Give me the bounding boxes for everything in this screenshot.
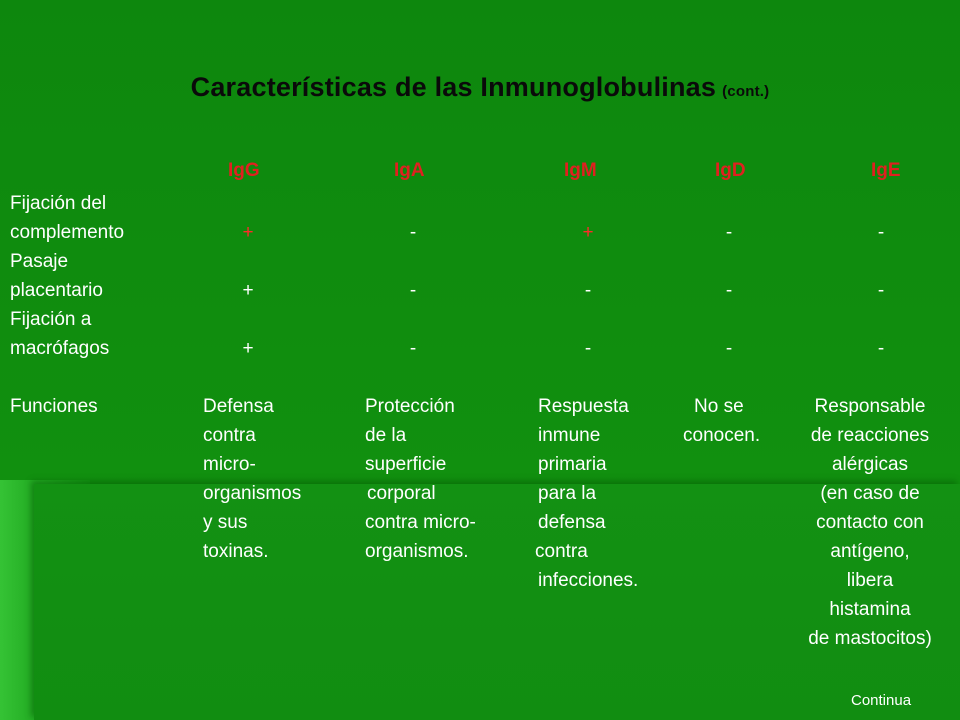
funciones-line: micro- [203,454,256,475]
funciones-line: para la [538,483,597,504]
funciones-igg: Defensa contra micro- organismos y sus t… [203,392,301,566]
funciones-line: infecciones. [538,570,639,591]
funciones-line: libera [846,570,894,591]
cell-placentario-ige: - [877,280,885,301]
cell-placentario-igd: - [725,280,733,301]
column-header-iga: IgA [394,160,425,181]
funciones-line: alérgicas [831,454,909,475]
title-suffix: (cont.) [722,83,770,100]
funciones-line: Protección [365,396,455,417]
funciones-line: conocen. [683,425,761,446]
cell-macrofagos-ige: - [877,338,885,359]
funciones-line: antígeno, [830,541,910,562]
cell-complemento-ige: - [877,222,885,243]
funciones-line: Defensa [203,396,274,417]
cell-macrofagos-igm: - [584,338,592,359]
cell-macrofagos-iga: - [409,338,417,359]
slide-title: Características de las Inmunoglobulinas (… [0,72,960,103]
row-label-line: placentario [10,280,103,301]
row-label-line: complemento [10,222,125,243]
funciones-line: (en caso de [820,483,920,504]
row-label-placentario: Pasaje placentario [10,247,103,305]
column-header-igg: IgG [228,160,260,181]
row-label-funciones: Funciones [10,396,98,417]
continue-link[interactable]: Continua [851,692,912,709]
funciones-line: inmune [538,425,601,446]
funciones-line: histamina [829,599,911,620]
cell-complemento-igm: + [582,222,594,243]
funciones-line: organismos [203,483,302,504]
funciones-line: corporal [367,483,436,504]
column-header-ige: IgE [871,160,901,181]
funciones-iga: Protección de la superficie corporal con… [365,392,476,566]
funciones-line: de reacciones [810,425,930,446]
funciones-line: contra [535,541,588,562]
cell-complemento-iga: - [409,222,417,243]
funciones-line: toxinas. [203,541,269,562]
cell-macrofagos-igd: - [725,338,733,359]
column-header-igm: IgM [564,160,597,181]
funciones-line: de la [365,425,407,446]
cell-placentario-igm: - [584,280,592,301]
cell-complemento-igd: - [725,222,733,243]
row-label-line: Fijación del [10,193,107,214]
row-label-line: Pasaje [10,251,69,272]
funciones-line: primaria [538,454,607,475]
row-label-complemento: Fijación del complemento [10,189,124,247]
funciones-line: contra micro- [365,512,476,533]
funciones-igd: No se conocen. [683,392,760,450]
funciones-igm: Respuesta inmune primaria para la defens… [535,392,639,595]
slide-lower-panel [34,484,960,720]
slide-top-band [0,0,960,484]
cell-placentario-igg: + [242,280,254,301]
title-main: Características de las Inmunoglobulinas [190,72,717,102]
cell-placentario-iga: - [409,280,417,301]
funciones-line: de mastocitos) [808,628,932,649]
column-header-igd: IgD [715,160,746,181]
funciones-line: organismos. [365,541,469,562]
cell-macrofagos-igg: + [242,338,254,359]
row-label-line: macrófagos [10,338,110,359]
funciones-line: Responsable [814,396,926,417]
row-label-line: Fijación a [10,309,92,330]
funciones-ige: Responsable de reacciones alérgicas (en … [790,392,950,653]
cell-complemento-igg: + [242,222,254,243]
funciones-line: contra [203,425,256,446]
funciones-line: superficie [365,454,447,475]
funciones-line: y sus [203,512,248,533]
funciones-line: Respuesta [538,396,629,417]
row-label-macrofagos: Fijación a macrófagos [10,305,109,363]
funciones-line: contacto con [816,512,924,533]
funciones-line: defensa [538,512,606,533]
funciones-line: No se [694,396,744,417]
